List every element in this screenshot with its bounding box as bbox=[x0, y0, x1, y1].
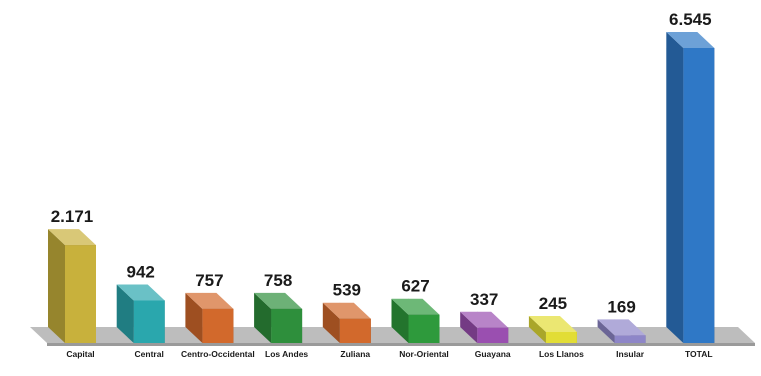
bar-left-face bbox=[48, 229, 65, 343]
value-label: 758 bbox=[264, 271, 292, 290]
bar-front bbox=[408, 314, 440, 343]
bar-top bbox=[185, 292, 234, 309]
bar-top bbox=[254, 292, 303, 309]
bar-left-face bbox=[391, 298, 409, 343]
bar-los-llanos bbox=[528, 315, 577, 343]
bar-front bbox=[545, 331, 577, 343]
bar-front bbox=[614, 335, 646, 343]
bar-front bbox=[683, 48, 715, 343]
value-label: 942 bbox=[127, 263, 155, 282]
bar-total bbox=[666, 32, 715, 343]
bar-front bbox=[339, 318, 371, 343]
bar-front bbox=[477, 327, 509, 343]
category-label: TOTAL bbox=[685, 349, 713, 359]
category-label: Nor-Oriental bbox=[399, 349, 449, 359]
bar-guayana bbox=[460, 311, 509, 343]
value-label: 539 bbox=[333, 281, 361, 300]
bar-top bbox=[116, 284, 165, 301]
category-label: Insular bbox=[616, 349, 645, 359]
category-label: Guayana bbox=[475, 349, 511, 359]
bar-left-face bbox=[185, 292, 203, 343]
bars-group bbox=[48, 32, 715, 343]
bar-nor-oriental bbox=[391, 298, 440, 343]
bar-top bbox=[528, 315, 577, 332]
bar-top bbox=[460, 311, 509, 328]
category-labels-group: Capital Central Centro-Occidental Los Andes… bbox=[66, 349, 712, 359]
bar-top bbox=[322, 302, 371, 319]
bar-left-face bbox=[528, 315, 546, 343]
bar-left-face bbox=[116, 284, 134, 343]
bar-left-face bbox=[322, 302, 340, 343]
category-label: Los Andes bbox=[265, 349, 308, 359]
bar-centro-occidental bbox=[185, 292, 234, 343]
bar-top bbox=[666, 32, 715, 48]
bar-left-face bbox=[666, 32, 684, 343]
bar-central bbox=[116, 284, 165, 343]
value-label: 2.171 bbox=[51, 207, 94, 226]
category-label: Central bbox=[135, 349, 164, 359]
bar-front bbox=[202, 308, 234, 343]
bar-capital bbox=[48, 229, 96, 343]
bar-front bbox=[271, 308, 303, 343]
value-label: 627 bbox=[401, 277, 429, 296]
bar-front bbox=[133, 300, 165, 343]
category-label: Los Llanos bbox=[539, 349, 584, 359]
value-label: 757 bbox=[195, 271, 223, 290]
bar-top bbox=[597, 319, 646, 336]
floor-edge bbox=[47, 343, 755, 346]
bar-top bbox=[48, 229, 96, 246]
bar-front bbox=[65, 245, 96, 343]
bar-los-andes bbox=[254, 292, 303, 343]
value-label: 6.545 bbox=[669, 10, 712, 29]
value-label: 245 bbox=[539, 294, 567, 313]
value-label: 337 bbox=[470, 290, 498, 309]
bar-left-face bbox=[254, 292, 272, 343]
bar-insular bbox=[597, 319, 646, 343]
bar-left-face bbox=[460, 311, 478, 343]
value-labels-group: 2.171 942 757 758 539 627 337 245 169 6.545 bbox=[51, 10, 712, 316]
bar-zuliana bbox=[322, 302, 371, 343]
value-label: 169 bbox=[607, 297, 635, 316]
category-label: Capital bbox=[66, 349, 94, 359]
bar-top bbox=[391, 298, 440, 315]
bar-left-face bbox=[597, 319, 615, 343]
category-label: Centro-Occidental bbox=[181, 349, 255, 359]
category-label: Zuliana bbox=[340, 349, 370, 359]
